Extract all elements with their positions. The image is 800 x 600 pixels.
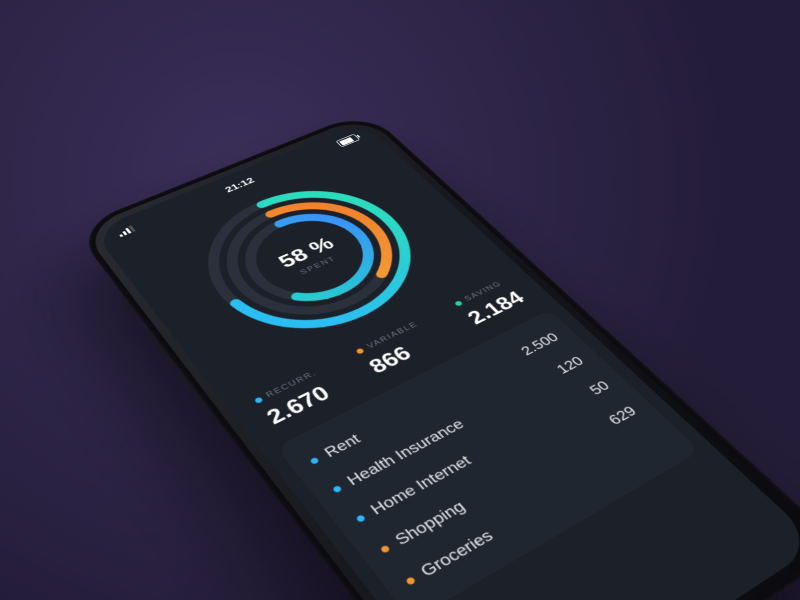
dot-icon (254, 396, 264, 403)
list-item-amount: 120 (553, 354, 588, 378)
dot-icon (454, 300, 463, 307)
dot-icon (332, 485, 342, 493)
dot-icon (379, 544, 390, 553)
signal-icon (116, 225, 135, 237)
dot-icon (405, 576, 416, 586)
dot-icon (356, 347, 366, 354)
list-item-amount: 50 (586, 378, 614, 399)
phone-mockup: 21:12 (73, 110, 800, 600)
total-saving[interactable]: SAVING 2.184 (453, 278, 530, 329)
total-recurring[interactable]: RECURR. 2.670 (253, 369, 339, 429)
battery-icon (336, 134, 361, 147)
dot-icon (355, 514, 366, 523)
scene: 21:12 (0, 0, 800, 600)
status-bar-time: 21:12 (222, 176, 256, 194)
dot-icon (309, 456, 319, 464)
list-item-amount: 629 (605, 403, 641, 429)
